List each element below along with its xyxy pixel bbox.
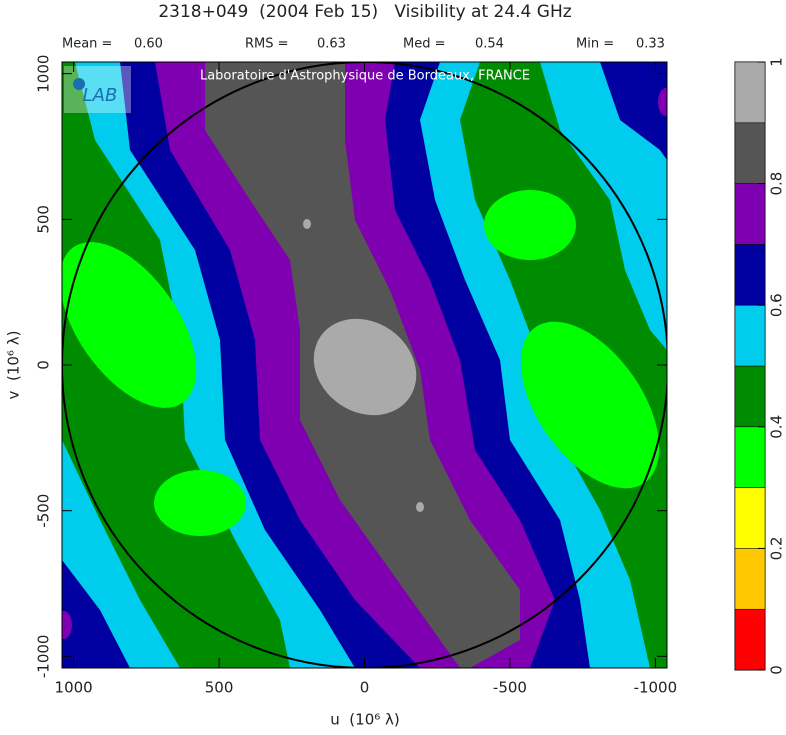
- contour-region: [62, 242, 197, 408]
- colorbar-segment: [734, 548, 766, 610]
- y-tick-label: -1000: [35, 635, 53, 679]
- logo-box: [64, 66, 131, 113]
- colorbar-segment: [734, 61, 766, 124]
- x-axis-label: u (10⁶ λ): [330, 711, 400, 729]
- stat-name: RMS =: [245, 37, 289, 52]
- colorbar-tick-label: 0.4: [768, 415, 786, 439]
- colorbar-segment: [734, 244, 766, 306]
- y-tick-label: 1000: [35, 55, 53, 93]
- stat-value: 0.33: [636, 37, 665, 52]
- colorbar-tick-label: 0: [768, 665, 786, 675]
- logo-dot: [73, 78, 85, 90]
- chart-title: 2318+049 (2004 Feb 15) Visibility at 24.…: [158, 2, 571, 22]
- colorbar-segment: [734, 304, 766, 367]
- contour-region: [154, 470, 246, 536]
- colorbar-segment: [734, 608, 766, 671]
- colorbar-segment: [734, 426, 766, 488]
- contour-region: [313, 318, 417, 416]
- x-tick-label: 500: [205, 679, 234, 697]
- y-tick-label: 500: [35, 205, 53, 234]
- contour-region: [658, 88, 667, 116]
- contour-region: [484, 190, 576, 260]
- colorbar-segment: [734, 183, 766, 245]
- colorbar-tick-label: 0.8: [768, 172, 786, 196]
- contour-region: [62, 560, 130, 668]
- colorbar-tick-label: 0.6: [768, 293, 786, 317]
- contour-region: [540, 62, 667, 350]
- contour-region: [303, 219, 311, 229]
- y-axis-label: v (10⁶ λ): [5, 331, 23, 400]
- colorbar-tick-label: 0.2: [768, 536, 786, 560]
- stat-name: Med =: [403, 37, 446, 52]
- contour-region: [62, 611, 72, 639]
- y-tick-label: 0: [35, 360, 53, 370]
- stat-value: 0.60: [134, 37, 163, 52]
- stat-name: Mean =: [62, 37, 112, 52]
- y-tick-label: -500: [35, 494, 53, 528]
- contour-map: LAB Laboratoire d'Astrophysique de Borde…: [62, 62, 667, 668]
- logo: LAB: [83, 85, 118, 106]
- contour-region: [520, 321, 660, 489]
- colorbar-segment: [734, 487, 766, 549]
- stat-value: 0.54: [475, 37, 504, 52]
- contour-region: [416, 502, 424, 512]
- x-tick-label: -500: [493, 679, 527, 697]
- x-tick-label: 1000: [55, 679, 93, 697]
- colorbar-tick-label: 1: [768, 57, 786, 67]
- contour-region: [600, 62, 667, 160]
- colorbar-segment: [734, 365, 766, 428]
- watermark: Laboratoire d'Astrophysique de Bordeaux,…: [200, 69, 530, 84]
- colorbar-segment: [734, 122, 766, 184]
- x-tick-label: -1000: [634, 679, 678, 697]
- stat-name: Min =: [576, 37, 614, 52]
- x-tick-label: 0: [360, 679, 370, 697]
- stat-value: 0.63: [317, 37, 346, 52]
